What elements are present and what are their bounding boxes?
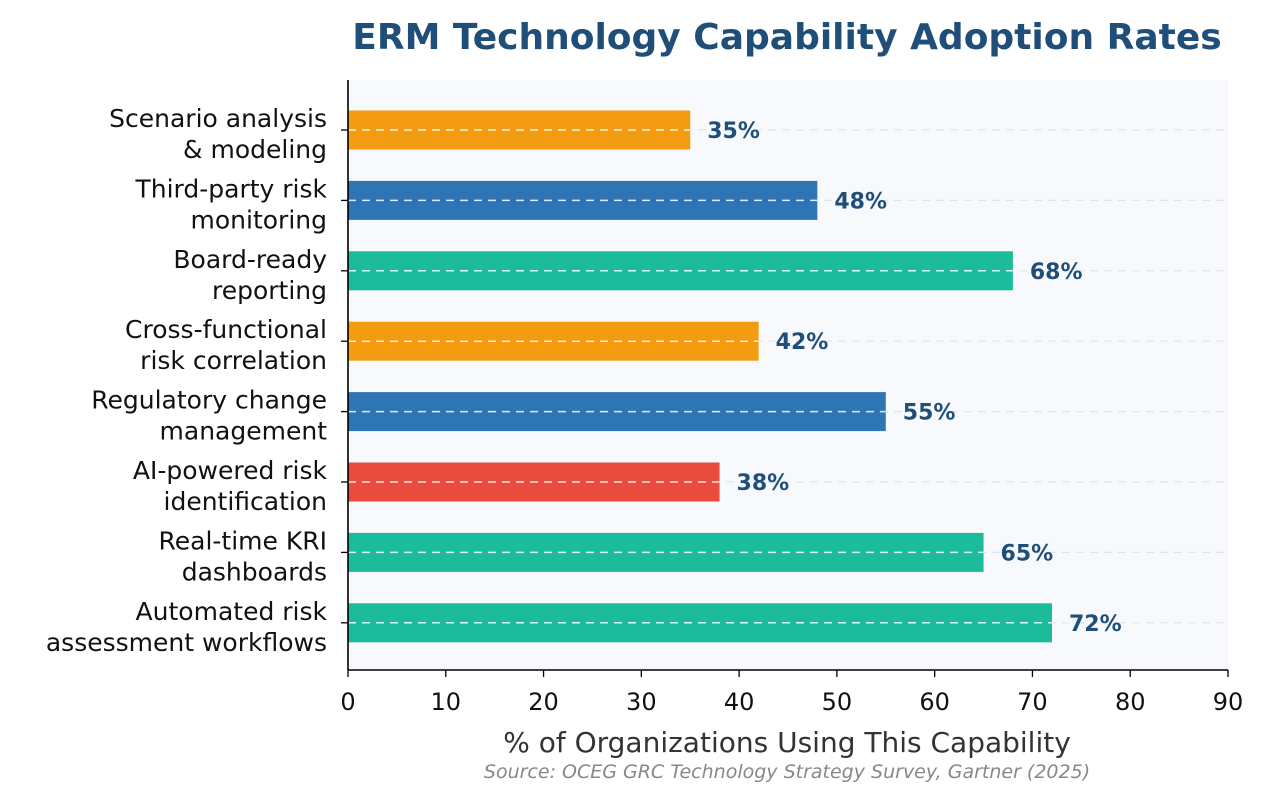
x-tick-label: 20 xyxy=(528,688,559,716)
x-tick-label: 50 xyxy=(822,688,853,716)
x-tick-label: 60 xyxy=(919,688,950,716)
x-tick-label: 10 xyxy=(431,688,462,716)
source-note: Source: OCEG GRC Technology Strategy Sur… xyxy=(484,761,1090,783)
category-label: Scenario analysis & modeling xyxy=(109,104,327,164)
x-axis-label: % of Organizations Using This Capability xyxy=(503,726,1071,759)
bar xyxy=(348,532,984,572)
bar xyxy=(348,180,818,220)
x-tick-label: 90 xyxy=(1213,688,1244,716)
value-label: 35% xyxy=(707,119,760,144)
value-label: 68% xyxy=(1030,260,1083,285)
x-tick-label: 70 xyxy=(1017,688,1048,716)
category-labels: Scenario analysis & modeling Third-party r… xyxy=(46,104,328,657)
value-label: 65% xyxy=(1001,541,1054,566)
category-label: Automated risk assessment workflows xyxy=(46,597,328,657)
value-label: 72% xyxy=(1069,612,1122,637)
value-label: 42% xyxy=(776,330,829,355)
value-labels: 35% 48% 68% 42% 55% 38% 65% 72% xyxy=(707,119,1121,637)
plot-area xyxy=(348,80,1228,670)
bars xyxy=(348,110,1052,643)
category-label: Third-party risk monitoring xyxy=(134,174,327,234)
x-tick-label: 80 xyxy=(1115,688,1146,716)
x-ticks: 0 10 20 30 40 50 60 70 80 90 xyxy=(340,670,1243,716)
category-label: Cross-functional risk correlation xyxy=(125,315,327,375)
value-label: 38% xyxy=(737,471,790,496)
axes xyxy=(341,80,1228,671)
value-label: 55% xyxy=(903,401,956,426)
bar xyxy=(348,251,1013,291)
x-tick-label: 30 xyxy=(626,688,657,716)
chart-title: ERM Technology Capability Adoption Rates xyxy=(352,17,1221,58)
value-label: 48% xyxy=(834,189,887,214)
category-label: AI-powered risk identification xyxy=(133,456,328,516)
category-label: Regulatory change management xyxy=(91,386,327,446)
x-tick-label: 0 xyxy=(340,688,355,716)
x-tick-label: 40 xyxy=(724,688,755,716)
category-label: Real-time KRI dashboards xyxy=(159,526,327,586)
category-label: Board-ready reporting xyxy=(173,245,327,305)
